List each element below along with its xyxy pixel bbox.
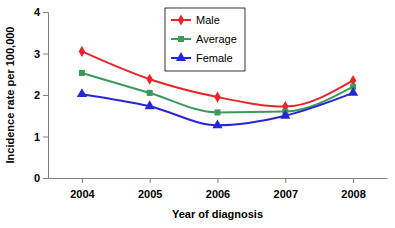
y-tick: 2 [34, 89, 48, 101]
y-tick: 0 [34, 172, 48, 184]
x-tick: 2005 [138, 178, 162, 200]
legend-label: Average [196, 33, 237, 45]
legend-frame [165, 8, 245, 71]
series-line [82, 51, 353, 106]
y-tick-label: 1 [34, 131, 40, 143]
y-tick: 1 [34, 131, 48, 143]
y-tick-mark [43, 12, 48, 13]
series-marker [145, 100, 155, 109]
x-tick-label: 2007 [274, 188, 298, 200]
legend-marker [176, 52, 186, 61]
legend-marker [178, 36, 184, 42]
series-marker [146, 74, 152, 85]
legend-label: Male [196, 14, 220, 26]
y-tick-label: 3 [34, 48, 40, 60]
y-tick-mark [43, 178, 48, 179]
x-tick-mark [285, 178, 286, 183]
series-marker [79, 70, 85, 76]
y-tick: 4 [34, 6, 48, 18]
x-tick: 2007 [274, 178, 298, 200]
y-tick-label: 4 [34, 6, 41, 18]
plot-area [77, 46, 358, 128]
series-marker [77, 88, 87, 97]
y-tick-label: 0 [34, 172, 40, 184]
x-tick-mark [82, 178, 83, 183]
series-marker [215, 109, 221, 115]
legend-label: Female [196, 52, 233, 64]
x-tick: 2006 [206, 178, 230, 200]
x-axis: 2004 2005 2006 2007 2008 [49, 178, 388, 200]
series-marker [280, 110, 290, 119]
x-tick-mark [218, 178, 219, 183]
y-axis: 0 1 2 3 4 [34, 6, 49, 184]
chart: 0 1 2 3 4 2004 2005 2006 2007 2008 Year of diagnos… [0, 0, 395, 228]
x-tick-label: 2006 [206, 188, 230, 200]
series-marker [214, 91, 220, 102]
y-tick-mark [43, 54, 48, 55]
series-marker [212, 119, 222, 128]
x-tick: 2004 [70, 178, 95, 200]
x-axis-title: Year of diagnosis [172, 208, 263, 220]
x-tick-mark [150, 178, 151, 183]
legend-marker [178, 14, 184, 25]
y-axis-title: Incidence rate per 100,000 [4, 27, 16, 164]
x-tick-label: 2008 [341, 188, 365, 200]
x-tick: 2008 [341, 178, 365, 200]
y-tick-label: 2 [34, 89, 40, 101]
series-line [82, 73, 353, 112]
series-marker [147, 90, 153, 96]
legend: Male Average Female [165, 8, 245, 71]
y-tick-mark [43, 137, 48, 138]
series-marker [348, 87, 358, 96]
y-tick: 3 [34, 48, 48, 60]
series-marker [79, 46, 85, 57]
x-tick-label: 2004 [70, 188, 95, 200]
y-tick-mark [43, 95, 48, 96]
x-tick-mark [353, 178, 354, 183]
x-tick-label: 2005 [138, 188, 162, 200]
y-axis-line [43, 13, 49, 179]
